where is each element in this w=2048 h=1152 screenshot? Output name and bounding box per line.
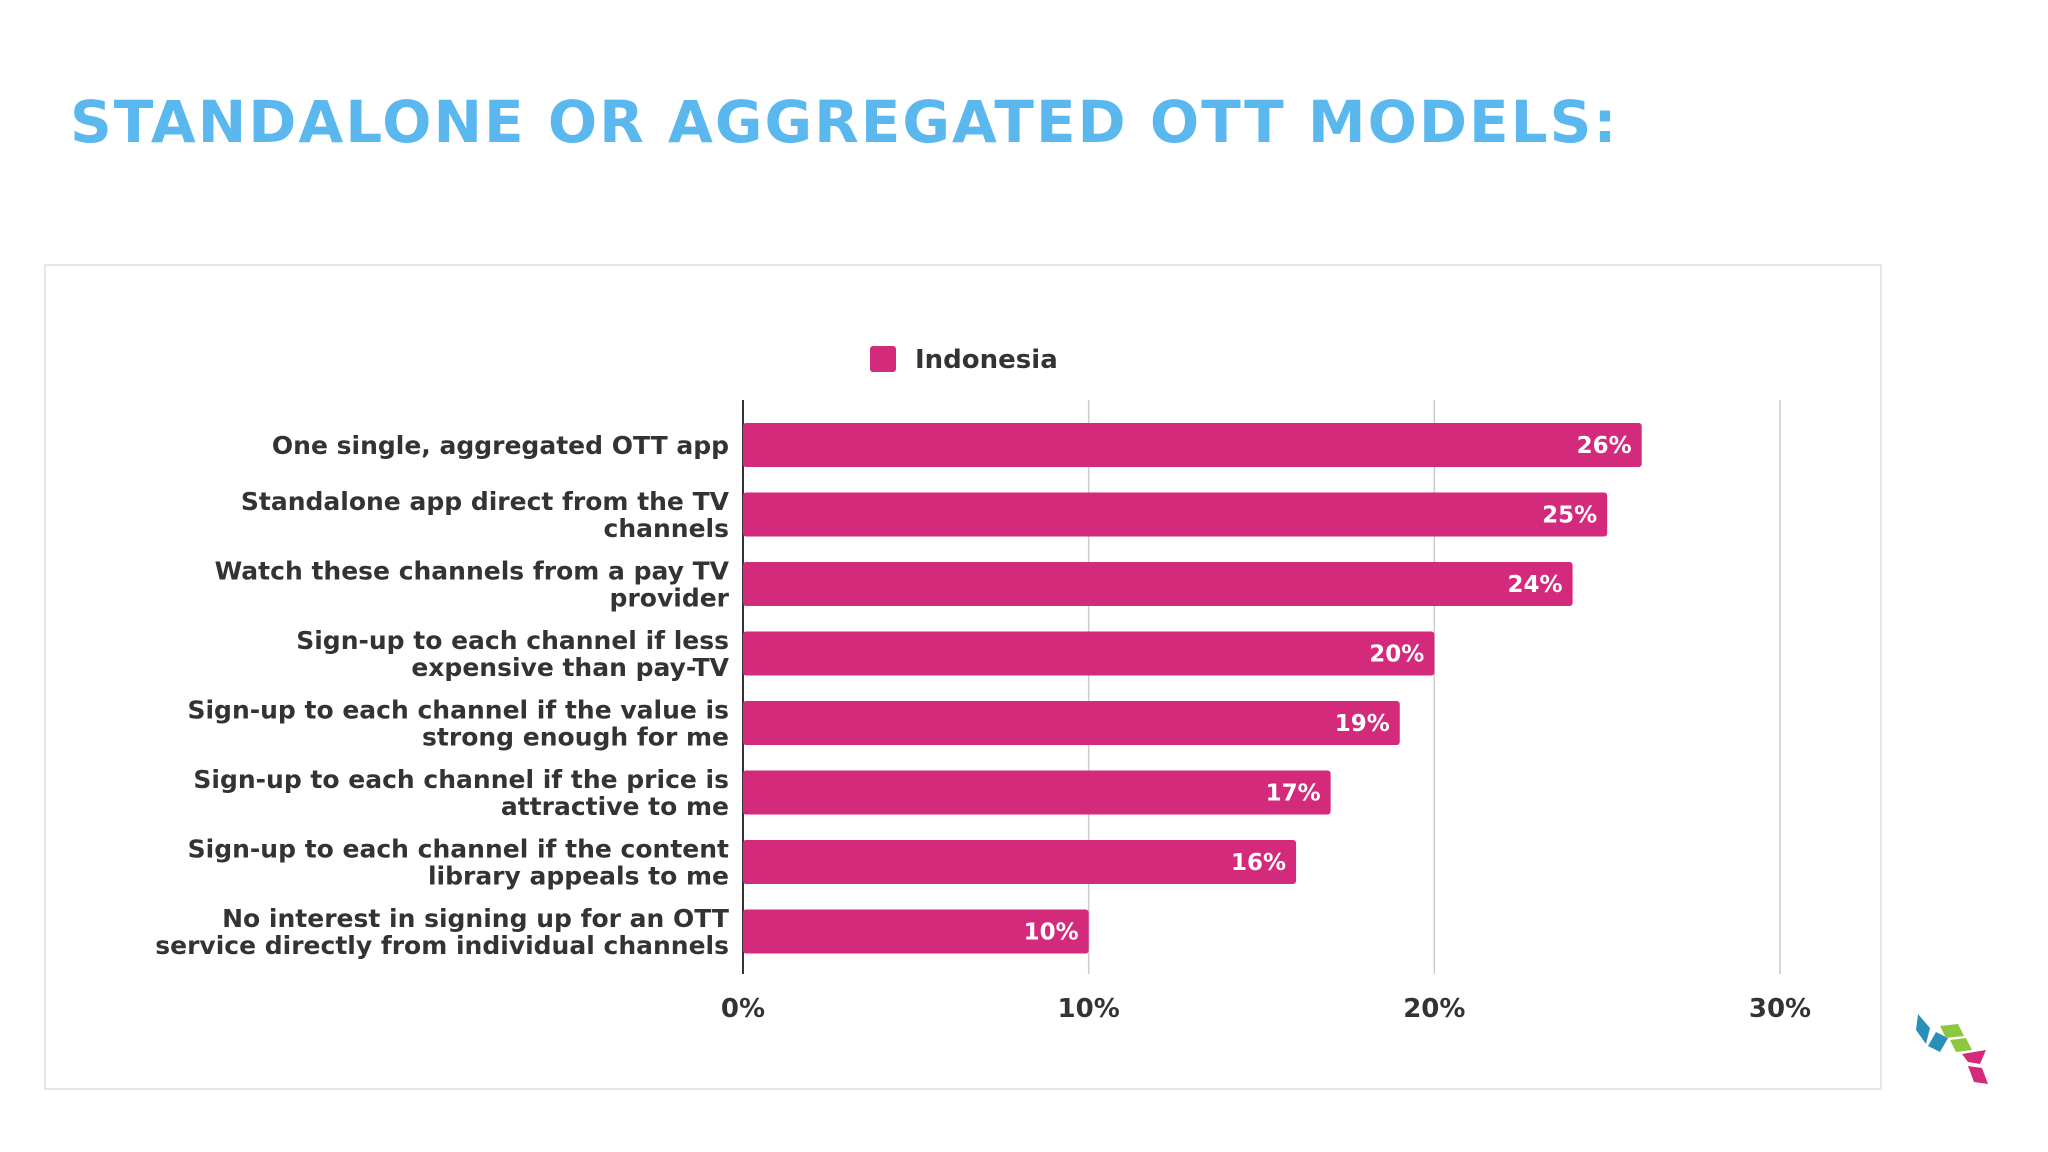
x-tick-label: 0% (721, 994, 765, 1024)
data-label: 25% (1542, 503, 1597, 529)
bar-chart: 26% 25% 24% 20% 19% 17% 16% 10% One single, agg… (155, 345, 1811, 1024)
bar (743, 701, 1400, 745)
category-label: Sign-up to each channel if the value is (187, 696, 729, 725)
category-label: expensive than pay-TV (411, 653, 729, 682)
bar (743, 840, 1297, 884)
category-label: library appeals to me (428, 862, 729, 891)
bar (743, 909, 1089, 954)
data-label: 20% (1369, 642, 1424, 668)
category-label: No interest in signing up for an OTT (222, 904, 729, 933)
bars: 26% 25% 24% 20% 19% 17% 16% 10% (743, 423, 1642, 954)
gridlines (742, 400, 1781, 974)
chart-frame: 26% 25% 24% 20% 19% 17% 16% 10% One single, agg… (44, 264, 1882, 1090)
bar (743, 631, 1435, 676)
bar (743, 492, 1608, 537)
category-label: One single, aggregated OTT app (272, 431, 729, 460)
slide-title: STANDALONE OR AGGREGATED OTT MODELS: (70, 88, 1619, 156)
x-axis-ticks: 0% 10% 20% 30% (721, 994, 1811, 1024)
data-label: 17% (1266, 781, 1321, 807)
data-label: 19% (1335, 711, 1390, 737)
category-label: attractive to me (501, 792, 729, 821)
data-label: 24% (1508, 572, 1563, 598)
category-label: provider (610, 584, 730, 613)
category-label: service directly from individual channel… (155, 931, 729, 960)
category-label: Standalone app direct from the TV (241, 487, 730, 516)
category-label: Sign-up to each channel if the content (188, 835, 729, 864)
legend: Indonesia (870, 345, 1058, 375)
bar (743, 423, 1642, 467)
x-tick-label: 30% (1749, 994, 1811, 1024)
category-labels: One single, aggregated OTT app Standalone… (155, 431, 729, 960)
x-tick-label: 20% (1403, 994, 1465, 1024)
x-tick-label: 10% (1058, 994, 1120, 1024)
data-label: 26% (1577, 433, 1632, 459)
category-label: Sign-up to each channel if less (296, 626, 729, 655)
bar (743, 562, 1573, 606)
legend-swatch (870, 346, 896, 372)
bar (743, 770, 1331, 815)
category-label: channels (604, 514, 730, 543)
legend-label: Indonesia (915, 345, 1058, 375)
data-label: 16% (1231, 850, 1286, 876)
cube-logo-icon (1916, 1014, 1988, 1084)
category-label: Watch these channels from a pay TV (215, 557, 730, 586)
category-label: Sign-up to each channel if the price is (193, 765, 729, 794)
data-label: 10% (1024, 920, 1079, 946)
category-label: strong enough for me (422, 723, 729, 752)
